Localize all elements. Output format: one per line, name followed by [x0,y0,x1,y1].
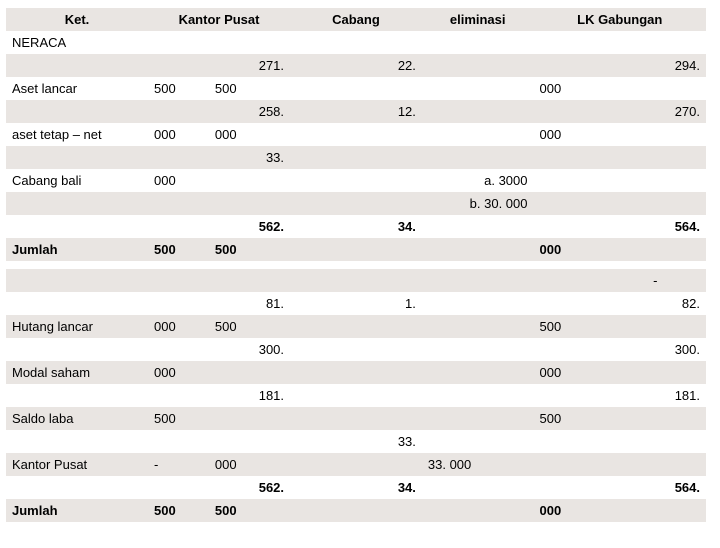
row-spacer [6,261,706,269]
dash-value: - [604,269,706,292]
hutang-label: Hutang lancar [6,315,148,338]
kp-row-kp-a: - [148,453,209,476]
row-jumlah2-top: 562. 34. 564. [6,476,706,499]
kp-row-label: Kantor Pusat [6,453,148,476]
aset-lancar-kp-a: 500 [148,77,209,100]
kp-row-elim: 33. 000 [422,453,534,476]
aset-lancar-kp-bot: 500 [209,77,290,100]
modal-lk-top: 300. [604,338,706,361]
row-aset-tetap-bot: aset tetap – net 000 000 000 [6,123,706,146]
kp-row-cab-top: 33. [351,430,422,453]
cabang-bali-elim-a: a. 3000 [422,169,534,192]
jumlah1-lk-top: 564. [604,215,706,238]
hdr-ket: Ket. [6,8,148,31]
aset-tetap-lk-top: 270. [604,100,706,123]
aset-tetap-lk-a: 000 [533,123,604,146]
aset-lancar-lk-top: 294. [604,54,706,77]
aset-tetap-label: aset tetap – net [6,123,148,146]
jumlah2-kp-bot: 500 [209,499,290,522]
aset-lancar-lk-a: 000 [533,77,604,100]
modal-kp-a: 000 [148,361,209,384]
hutang-lk-top: 82. [604,292,706,315]
aset-tetap-cab-top: 12. [351,100,422,123]
jumlah1-kp-top: 562. [209,215,290,238]
jumlah2-kp-top: 562. [209,476,290,499]
saldo-lk-a: 500 [533,407,604,430]
jumlah2-label: Jumlah [6,499,148,522]
row-cabang-bali-bot: Cabang bali 000 a. 3000 [6,169,706,192]
hutang-kp-bot: 500 [209,315,290,338]
row-jumlah1-top: 562. 34. 564. [6,215,706,238]
jumlah1-kp-bot: 500 [209,238,290,261]
row-kantor-pusat-bot: Kantor Pusat - 000 33. 000 [6,453,706,476]
row-saldo-laba-bot: Saldo laba 500 500 [6,407,706,430]
row-aset-lancar-bot: Aset lancar 500 500 000 [6,77,706,100]
jumlah2-lk-a: 000 [533,499,604,522]
saldo-kp-a: 500 [148,407,209,430]
cabang-bali-kp-a: 000 [148,169,209,192]
row-aset-lancar-top: 271. 22. 294. [6,54,706,77]
row-jumlah1-bot: Jumlah 500 500 000 [6,238,706,261]
aset-tetap-kp-bot: 000 [209,123,290,146]
section-label: NERACA [6,31,148,54]
saldo-lk-top: 181. [604,384,706,407]
jumlah1-lk-a: 000 [533,238,604,261]
hdr-lk-gabungan: LK Gabungan [533,8,706,31]
row-dash: - [6,269,706,292]
row-hutang-lancar-top: 81. 1. 82. [6,292,706,315]
aset-tetap-kp-top: 258. [209,100,290,123]
jumlah2-lk-top: 564. [604,476,706,499]
hutang-lk-a: 500 [533,315,604,338]
row-modal-saham-top: 300. 300. [6,338,706,361]
row-cabang-bali-top: 33. [6,146,706,169]
hdr-cabang: Cabang [290,8,422,31]
modal-kp-top: 300. [209,338,290,361]
aset-lancar-kp-top: 271. [209,54,290,77]
modal-lk-a: 000 [533,361,604,384]
hutang-kp-a: 000 [148,315,209,338]
aset-lancar-cab-top: 22. [351,54,422,77]
aset-tetap-kp-a: 000 [148,123,209,146]
section-neraca: NERACA [6,31,706,54]
jumlah1-label: Jumlah [6,238,148,261]
row-jumlah2-bot: Jumlah 500 500 000 [6,499,706,522]
row-kantor-pusat-top: 33. [6,430,706,453]
row-cabang-bali-elim2: b. 30. 000 [6,192,706,215]
hutang-cab-top: 1. [351,292,422,315]
cabang-bali-elim-b: b. 30. 000 [422,192,534,215]
row-hutang-lancar-bot: Hutang lancar 000 500 500 [6,315,706,338]
jumlah2-kp-a: 500 [148,499,209,522]
saldo-kp-top: 181. [209,384,290,407]
jumlah1-cab-top: 34. [351,215,422,238]
row-modal-saham-bot: Modal saham 000 000 [6,361,706,384]
hdr-eliminasi: eliminasi [422,8,534,31]
row-aset-tetap-top: 258. 12. 270. [6,100,706,123]
cabang-bali-label: Cabang bali [6,169,148,192]
cabang-bali-kp-top: 33. [209,146,290,169]
jumlah2-cab-top: 34. [351,476,422,499]
hutang-kp-top: 81. [209,292,290,315]
jumlah1-kp-a: 500 [148,238,209,261]
header-row: Ket. Kantor Pusat Cabang eliminasi LK Ga… [6,8,706,31]
balance-table: Ket. Kantor Pusat Cabang eliminasi LK Ga… [6,8,706,522]
aset-lancar-label: Aset lancar [6,77,148,100]
saldo-label: Saldo laba [6,407,148,430]
kp-row-kp-bot: 000 [209,453,290,476]
row-saldo-laba-top: 181. 181. [6,384,706,407]
modal-label: Modal saham [6,361,148,384]
hdr-kantor-pusat: Kantor Pusat [148,8,290,31]
